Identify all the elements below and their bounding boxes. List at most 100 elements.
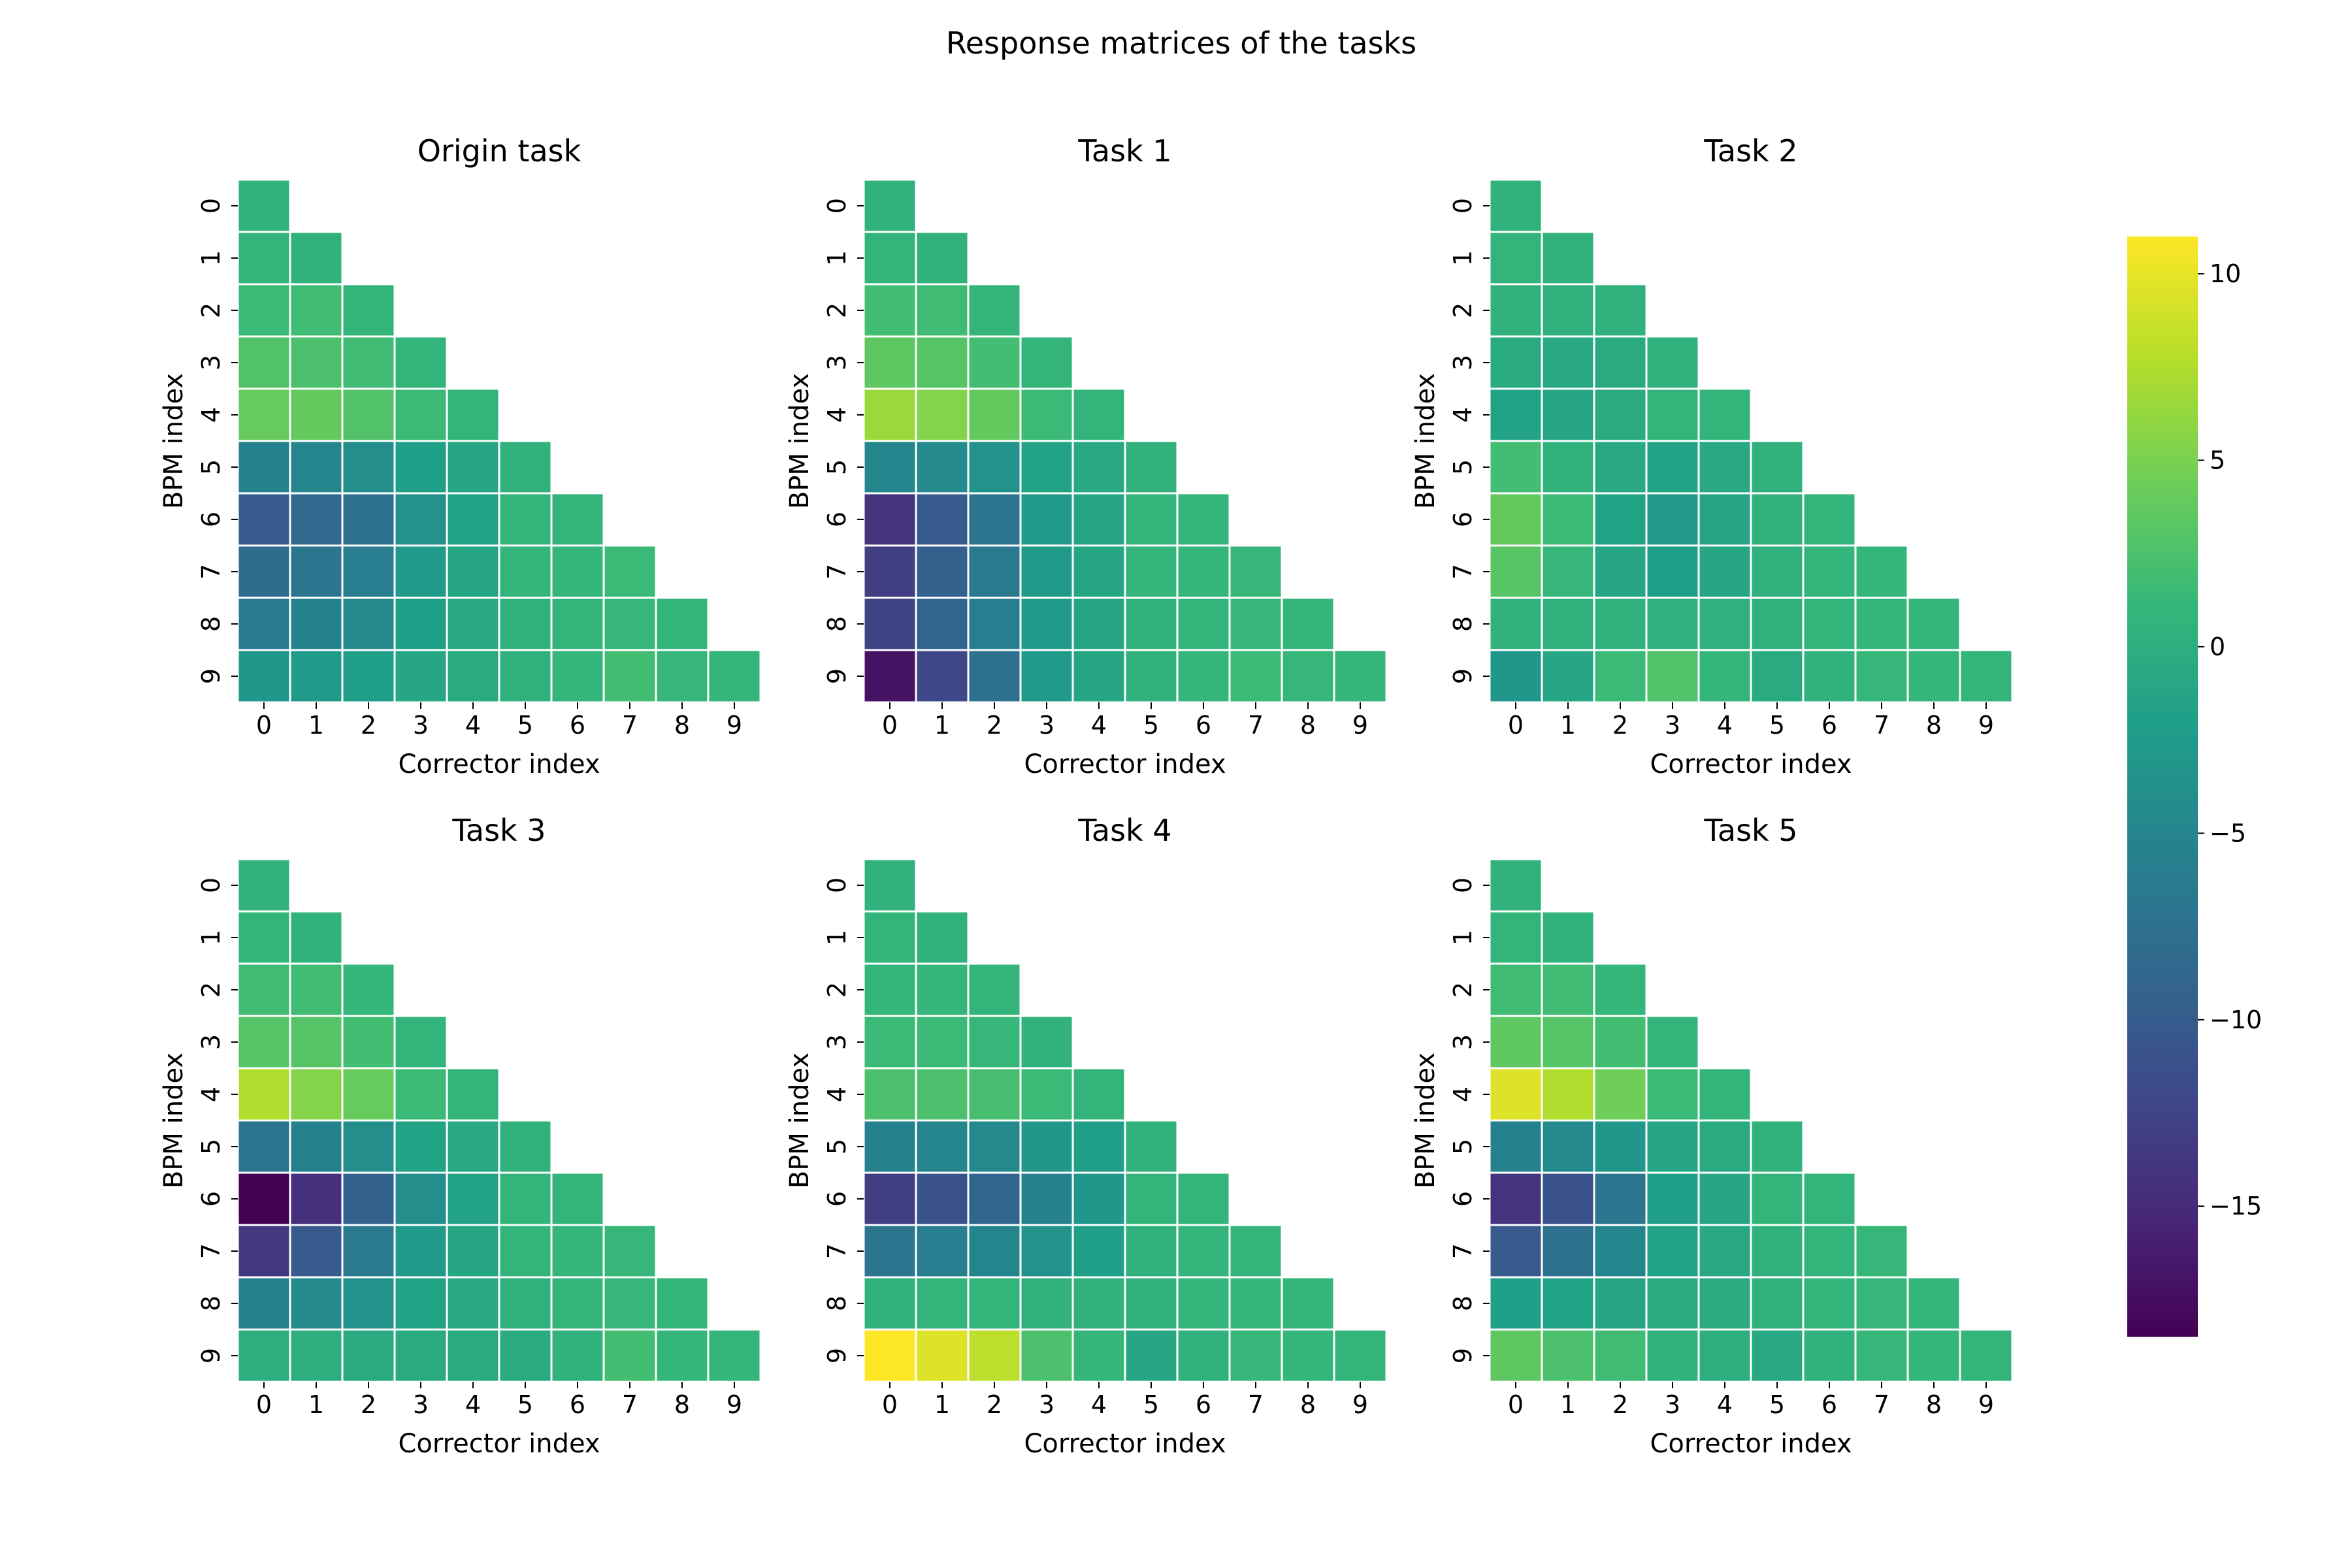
y-tick-label: 8	[197, 616, 225, 632]
heatmap-cell	[1541, 649, 1595, 704]
heatmap-cell	[1488, 231, 1543, 286]
heatmap-cell	[1854, 596, 1909, 651]
heatmap-cell	[1124, 1328, 1179, 1383]
x-tick-label: 2	[987, 1390, 1002, 1419]
heatmap-cell	[1124, 1224, 1179, 1279]
x-tick-label: 0	[882, 711, 898, 740]
heatmap-cell	[237, 387, 291, 442]
heatmap-cell	[1541, 1015, 1595, 1070]
heatmap-cell	[1071, 596, 1126, 651]
y-tick-label: 3	[1448, 355, 1477, 370]
heatmap-cell	[915, 335, 970, 390]
heatmap-cell	[237, 1328, 291, 1383]
colorbar-tick-label: −10	[2210, 1005, 2262, 1034]
heatmap-cell	[237, 283, 291, 338]
x-axis-label: Corrector index	[1024, 1429, 1226, 1459]
heatmap-cell	[1750, 1119, 1805, 1174]
heatmap-cell	[393, 1328, 448, 1383]
y-tick-label: 8	[823, 616, 851, 632]
heatmap-cell	[498, 1276, 553, 1331]
heatmap-cell	[1645, 440, 1700, 495]
x-tick-label: 6	[570, 711, 585, 740]
heatmap-cell	[1645, 1328, 1700, 1383]
heatmap-cell	[498, 649, 553, 704]
heatmap-cell	[1593, 1276, 1648, 1331]
heatmap-panel-1: Origin task 0 1 2 3 4 5 6 7 8 9 0 1 2 3 4 5 6 7 8 9 Corrector…	[159, 133, 762, 779]
heatmap-cell	[341, 649, 396, 704]
x-tick-label: 0	[882, 1390, 898, 1419]
heatmap-cell	[862, 1328, 917, 1383]
heatmap-cell	[1124, 596, 1179, 651]
heatmap-cell	[1802, 1224, 1857, 1279]
heatmap-cell	[498, 1328, 553, 1383]
heatmap-cell	[862, 283, 917, 338]
heatmap-cell	[1488, 1119, 1543, 1174]
y-tick-label: 4	[1448, 407, 1477, 423]
heatmap-cell	[915, 283, 970, 338]
heatmap-cell	[1071, 1224, 1126, 1279]
heatmap-cell	[1488, 858, 1543, 913]
heatmap-cell	[915, 492, 970, 547]
heatmap-cell	[1906, 1276, 1961, 1331]
heatmap-cell	[967, 387, 1022, 442]
heatmap-cell	[393, 1119, 448, 1174]
heatmap-cell	[1854, 1276, 1909, 1331]
heatmap-cell	[1593, 1119, 1648, 1174]
x-tick-label: 9	[1352, 711, 1368, 740]
heatmap-cell	[1802, 649, 1857, 704]
heatmap-cell	[1488, 440, 1543, 495]
heatmap-cell	[707, 1328, 762, 1383]
heatmap-cell	[915, 440, 970, 495]
heatmap-cell	[237, 440, 291, 495]
x-tick-label: 6	[1821, 711, 1837, 740]
x-tick-label: 8	[674, 1390, 690, 1419]
heatmap-cell	[1019, 649, 1074, 704]
heatmap-cell	[237, 1276, 291, 1331]
x-tick-label: 0	[256, 711, 272, 740]
panel-title: Task 2	[1703, 133, 1797, 169]
heatmap-cell	[341, 544, 396, 599]
heatmap-cell	[341, 387, 396, 442]
x-tick-label: 2	[1612, 711, 1628, 740]
heatmap-cell	[862, 596, 917, 651]
y-tick-label: 8	[197, 1296, 225, 1311]
x-axis-label: Corrector index	[398, 1429, 600, 1459]
heatmap-cell	[1176, 1171, 1231, 1226]
x-tick-label: 5	[1143, 1390, 1159, 1419]
y-tick-label: 5	[197, 459, 225, 475]
heatmap-cell	[1593, 544, 1648, 599]
heatmap-cell	[341, 1224, 396, 1279]
heatmap-cell	[1697, 649, 1752, 704]
heatmap-cell	[1176, 1328, 1231, 1383]
heatmap-cell	[1228, 649, 1283, 704]
heatmap-cell	[915, 1171, 970, 1226]
heatmap-cell	[1541, 544, 1595, 599]
y-tick-label: 0	[1448, 198, 1477, 214]
heatmap-cell	[1750, 1328, 1805, 1383]
heatmap-cell	[1176, 492, 1231, 547]
y-tick-label: 0	[197, 877, 225, 893]
y-tick-label: 6	[197, 1191, 225, 1207]
heatmap-cell	[862, 231, 917, 286]
y-tick-label: 1	[823, 930, 851, 945]
heatmap-cell	[915, 910, 970, 965]
y-tick-label: 3	[823, 355, 851, 370]
heatmap-cell	[1697, 544, 1752, 599]
heatmap-cell	[1228, 1328, 1283, 1383]
heatmap-cell	[237, 649, 291, 704]
heatmap-cell	[498, 1224, 553, 1279]
heatmap-cell	[1019, 1015, 1074, 1070]
heatmap-cell	[550, 1328, 605, 1383]
heatmap-cell	[289, 1328, 344, 1383]
y-tick-label: 8	[1448, 616, 1477, 632]
heatmap-cell	[1697, 1119, 1752, 1174]
heatmap-cell	[1488, 178, 1543, 233]
heatmap-cell	[1593, 1015, 1648, 1070]
heatmap-cell	[550, 1224, 605, 1279]
heatmap-cell	[237, 962, 291, 1017]
heatmap-cell	[862, 962, 917, 1017]
heatmap-cell	[1593, 649, 1648, 704]
heatmap-cell	[446, 1276, 500, 1331]
heatmap-cell	[915, 649, 970, 704]
heatmap-cell	[1645, 1224, 1700, 1279]
